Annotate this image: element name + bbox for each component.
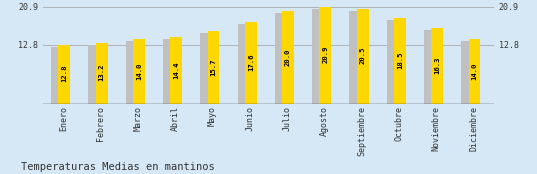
- Text: 20.5: 20.5: [360, 47, 366, 64]
- Bar: [394, 18, 406, 104]
- Bar: [431, 28, 443, 104]
- Bar: [424, 30, 436, 104]
- Bar: [133, 39, 145, 104]
- Text: 17.6: 17.6: [248, 54, 254, 71]
- Bar: [320, 7, 331, 104]
- Text: 15.7: 15.7: [211, 58, 216, 76]
- Text: 14.0: 14.0: [136, 62, 142, 80]
- Bar: [59, 45, 70, 104]
- Bar: [282, 11, 294, 104]
- Bar: [96, 43, 107, 104]
- Bar: [126, 41, 137, 104]
- Bar: [357, 9, 368, 104]
- Text: 16.3: 16.3: [434, 57, 440, 74]
- Bar: [312, 9, 324, 104]
- Bar: [245, 22, 257, 104]
- Bar: [350, 11, 361, 104]
- Text: 20.0: 20.0: [285, 48, 291, 66]
- Bar: [275, 13, 287, 104]
- Bar: [208, 31, 220, 104]
- Text: Temperaturas Medias en mantinos: Temperaturas Medias en mantinos: [21, 162, 215, 172]
- Bar: [89, 45, 100, 104]
- Bar: [200, 33, 212, 104]
- Text: 13.2: 13.2: [99, 64, 105, 81]
- Text: 12.8: 12.8: [61, 65, 68, 82]
- Text: 14.4: 14.4: [173, 61, 179, 79]
- Bar: [170, 37, 182, 104]
- Bar: [237, 24, 250, 104]
- Bar: [468, 39, 481, 104]
- Text: 14.0: 14.0: [471, 62, 477, 80]
- Bar: [461, 41, 473, 104]
- Bar: [387, 20, 398, 104]
- Bar: [163, 39, 175, 104]
- Bar: [51, 47, 63, 104]
- Text: 20.9: 20.9: [322, 46, 328, 64]
- Text: 18.5: 18.5: [397, 52, 403, 69]
